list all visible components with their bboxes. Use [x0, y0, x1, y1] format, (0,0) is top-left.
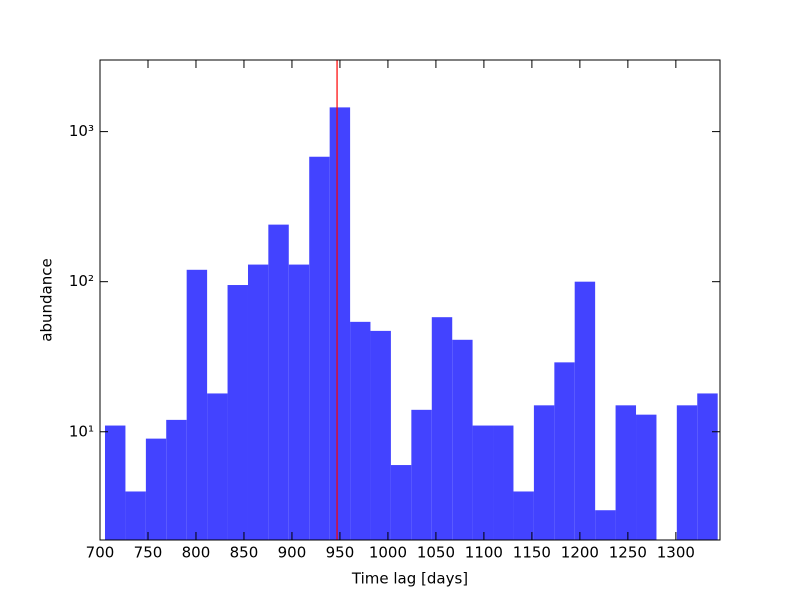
bar: [513, 491, 534, 540]
bar: [411, 409, 432, 540]
x-tick-label: 900: [278, 544, 307, 562]
bar: [472, 425, 494, 540]
bar: [493, 425, 514, 540]
x-axis-label: Time lag [days]: [351, 570, 468, 588]
x-tick-label: 1000: [369, 544, 407, 562]
bar: [288, 264, 310, 540]
y-tick-label: 10²: [69, 272, 94, 290]
x-tick-label: 850: [230, 544, 259, 562]
x-tick-label: 750: [134, 544, 163, 562]
bar: [697, 393, 718, 540]
y-axis-label: abundance: [38, 258, 56, 341]
bar: [574, 281, 596, 540]
x-tick-label: 1100: [465, 544, 503, 562]
bar: [431, 317, 453, 540]
y-tick-label: 10¹: [69, 422, 94, 440]
bar: [554, 362, 575, 540]
x-tick-label: 800: [182, 544, 211, 562]
x-tick-label: 700: [86, 544, 115, 562]
x-tick-label: 950: [326, 544, 355, 562]
bar: [247, 264, 269, 540]
y-tick-label: 10³: [69, 122, 94, 140]
x-tick-label: 1050: [417, 544, 455, 562]
bar: [676, 405, 698, 540]
bar: [166, 419, 187, 540]
bar: [452, 339, 473, 540]
bar: [207, 393, 228, 540]
x-tick-label: 1200: [561, 544, 599, 562]
bar: [350, 321, 371, 540]
plot-frame: [99, 59, 721, 541]
x-tick-label: 1150: [513, 544, 551, 562]
bar: [227, 285, 248, 540]
x-tick-label: 1250: [609, 544, 647, 562]
bar: [125, 491, 146, 540]
bar: [615, 405, 637, 540]
bar: [104, 425, 126, 540]
bar: [595, 510, 616, 540]
bar: [268, 224, 289, 540]
bar: [636, 414, 657, 540]
bar: [390, 465, 412, 540]
bar: [186, 269, 208, 540]
bar: [533, 405, 555, 540]
x-tick-label: 1300: [657, 544, 695, 562]
bar: [329, 107, 351, 541]
bar: [370, 330, 391, 540]
bar: [309, 156, 330, 540]
bar: [145, 438, 167, 540]
